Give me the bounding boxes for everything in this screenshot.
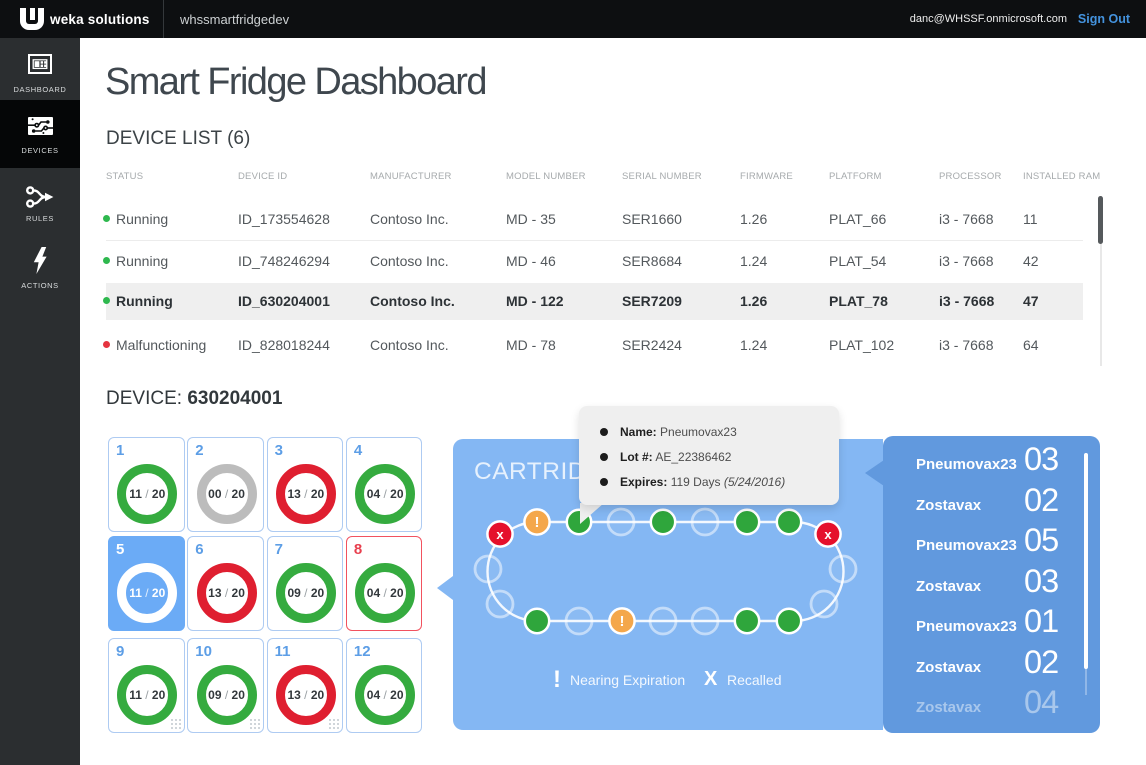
svg-text:x: x bbox=[496, 527, 504, 542]
svg-text:!: ! bbox=[620, 613, 625, 630]
svg-text:!: ! bbox=[535, 514, 540, 531]
svg-text:x: x bbox=[824, 527, 832, 542]
